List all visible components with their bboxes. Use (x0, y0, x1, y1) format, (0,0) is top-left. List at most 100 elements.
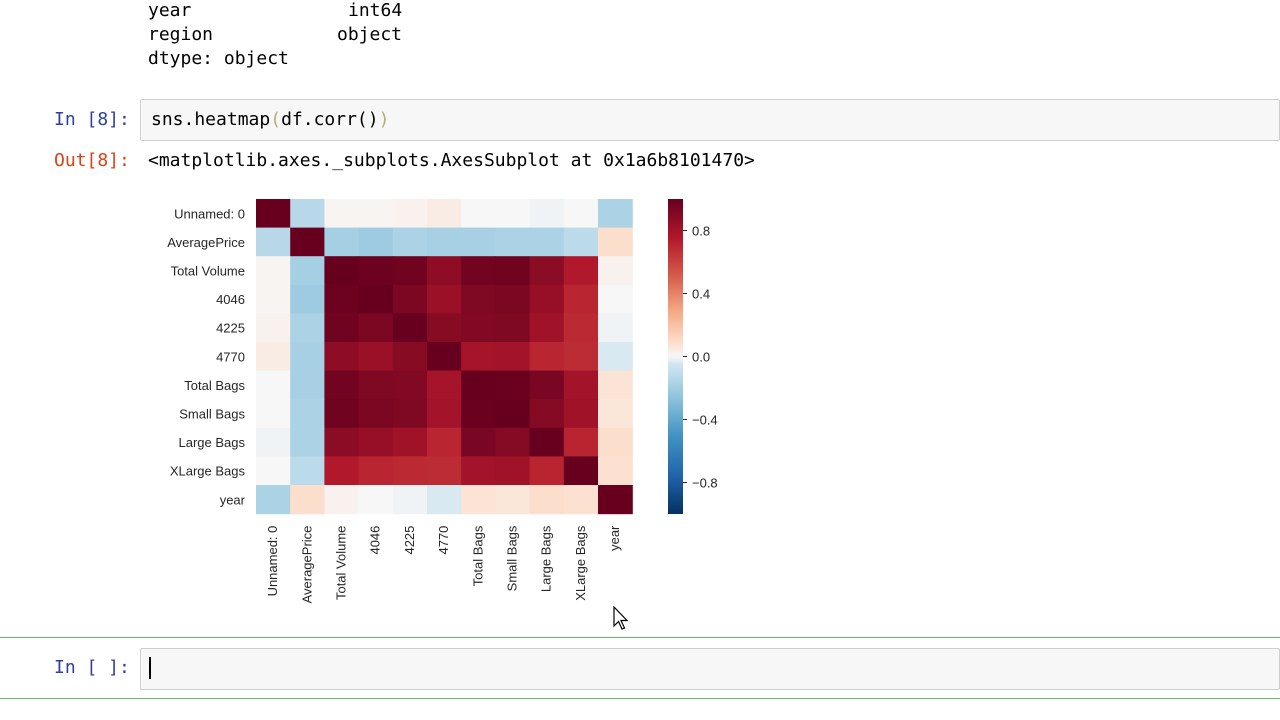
heatmap-cell (598, 399, 633, 429)
heatmap-cell (598, 227, 633, 257)
heatmap-cell (358, 485, 394, 515)
heatmap-cell (392, 284, 428, 314)
heatmap-cell (598, 485, 633, 515)
heatmap-cell (461, 227, 496, 257)
heatmap-cell (495, 370, 531, 400)
heatmap-cell (256, 256, 291, 286)
heatmap-cell (495, 256, 531, 286)
dtype-row-year: year int64 (148, 0, 403, 21)
heatmap-cell (563, 227, 599, 257)
heatmap-cell (529, 456, 565, 486)
x-tick-label: Unnamed: 0 (265, 526, 280, 597)
heatmap-cell (563, 370, 599, 400)
heatmap-cell (461, 399, 496, 429)
code-text: sns.heatmap(df.corr()) (151, 109, 390, 130)
heatmap-cell (495, 284, 531, 314)
heatmap-cell (427, 342, 462, 372)
heatmap-cell (427, 313, 462, 343)
heatmap-cell (256, 342, 291, 372)
y-tick-label: Small Bags (179, 407, 245, 422)
heatmap-cell (290, 284, 325, 314)
heatmap-cell (358, 427, 394, 457)
heatmap-cell (461, 313, 496, 343)
heatmap-cell (358, 313, 394, 343)
output-repr: <matplotlib.axes._subplots.AxesSubplot a… (148, 150, 755, 171)
heatmap-cell (563, 199, 599, 229)
y-tick-label: 4225 (216, 321, 245, 336)
heatmap-cell (324, 399, 360, 429)
heatmap-cell (495, 227, 531, 257)
heatmap-cell (324, 227, 360, 257)
code-input-cell-8[interactable]: sns.heatmap(df.corr()) (140, 99, 1280, 141)
heatmap-cell (427, 427, 462, 457)
heatmap-cell (358, 227, 394, 257)
y-tick-label: 4770 (216, 349, 245, 364)
heatmap-cell (598, 370, 633, 400)
heatmap-cell (256, 227, 291, 257)
y-tick-label: Total Bags (184, 378, 245, 393)
x-tick-label: 4770 (436, 526, 451, 555)
heatmap-cell (427, 456, 462, 486)
heatmap-cell (529, 485, 565, 515)
heatmap-cell (256, 399, 291, 429)
heatmap-cell (324, 284, 360, 314)
heatmap-cell (290, 456, 325, 486)
x-tick-label: XLarge Bags (573, 525, 588, 601)
heatmap-cell (324, 456, 360, 486)
heatmap-cell (461, 485, 496, 515)
code-input-empty-cell[interactable] (140, 648, 1280, 690)
input-prompt-8: In [8]: (54, 109, 130, 130)
heatmap-cell (598, 342, 633, 372)
heatmap-cell (392, 427, 428, 457)
dtype-row-region: region object (148, 24, 403, 45)
heatmap-cell (598, 256, 633, 286)
colorbar-tick-label: −0.8 (692, 476, 718, 491)
heatmap-cell (392, 342, 428, 372)
x-tick-label: 4046 (368, 526, 383, 555)
heatmap-cell (290, 256, 325, 286)
x-tick-label: 4225 (402, 526, 417, 555)
heatmap-cell (598, 456, 633, 486)
colorbar-tick-label: −0.4 (692, 413, 718, 428)
heatmap-cell (256, 199, 291, 229)
input-prompt-empty: In [ ]: (54, 657, 130, 678)
heatmap-cell (358, 456, 394, 486)
heatmap-cell (563, 399, 599, 429)
text-cursor (149, 657, 151, 679)
heatmap-cell (290, 313, 325, 343)
heatmap-cell (392, 227, 428, 257)
heatmap-cell (529, 256, 565, 286)
x-tick-label: Small Bags (505, 525, 520, 591)
heatmap-cell (358, 199, 394, 229)
x-tick-label: Total Volume (334, 526, 349, 600)
y-tick-label: Total Volume (171, 264, 245, 279)
heatmap-cell (461, 284, 496, 314)
heatmap-cell (290, 370, 325, 400)
heatmap-cell (256, 284, 291, 314)
heatmap-cell (358, 370, 394, 400)
heatmap-cell (392, 485, 428, 515)
heatmap-cell (358, 342, 394, 372)
heatmap-cell (256, 370, 291, 400)
heatmap-cell (256, 485, 291, 515)
heatmap-cell (427, 284, 462, 314)
heatmap-cell (495, 313, 531, 343)
heatmap-cell (461, 427, 496, 457)
heatmap-cell (427, 227, 462, 257)
heatmap-cell (290, 427, 325, 457)
heatmap-cell (324, 199, 360, 229)
heatmap-cell (529, 284, 565, 314)
heatmap-cell (427, 199, 462, 229)
heatmap-cell (290, 399, 325, 429)
heatmap-cell (290, 227, 325, 257)
heatmap-cell (256, 427, 291, 457)
heatmap-cell (461, 342, 496, 372)
heatmap-cell (324, 485, 360, 515)
heatmap-cell (427, 399, 462, 429)
heatmap-cell (256, 313, 291, 343)
heatmap-cell (598, 427, 633, 457)
heatmap-cell (392, 370, 428, 400)
y-tick-label: AveragePrice (167, 235, 245, 250)
colorbar-tick-label: 0.8 (692, 224, 710, 239)
heatmap-cell (392, 399, 428, 429)
